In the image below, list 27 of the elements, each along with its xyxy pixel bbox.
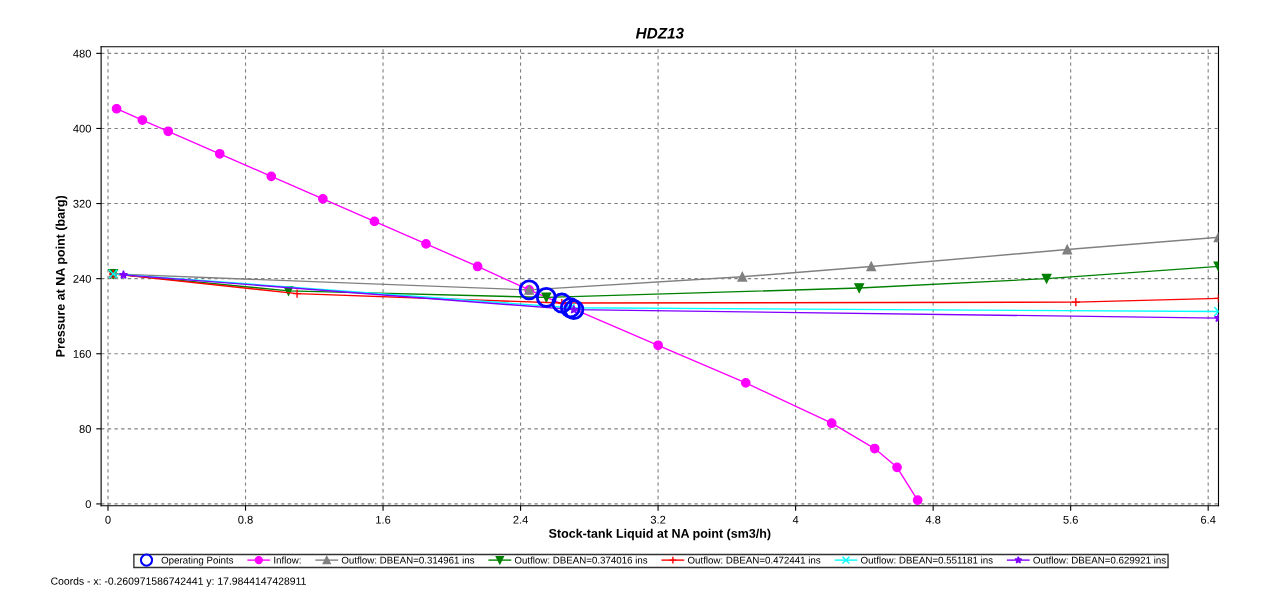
y-tick-label: 320 <box>73 199 91 208</box>
y-tick-label: 160 <box>73 350 91 358</box>
legend-label: Outflow: DBEAN=0.551181 ins <box>861 556 993 564</box>
x-tick-label: 5.6 <box>1063 515 1078 524</box>
legend-label: Inflow: <box>274 556 301 564</box>
y-tick-label: 480 <box>73 49 91 58</box>
chart-title: HDZ13 <box>635 27 684 39</box>
y-tick-label: 0 <box>85 500 91 509</box>
legend-label: Outflow: DBEAN=0.314961 ins <box>341 556 475 564</box>
x-axis-title: Stock-tank Liquid at NA point (sm3/h) <box>548 528 771 541</box>
text: Coords - x: -0.260971586742441 y: 17.9844147428911 <box>51 577 306 587</box>
x-tick-label: 6.4 <box>1201 515 1216 524</box>
y-tick-label: 240 <box>73 274 91 283</box>
x-tick-label: 0.8 <box>238 515 253 524</box>
legend-label: Outflow: DBEAN=0.374016 ins <box>514 556 648 564</box>
x-tick-label: 4.8 <box>925 515 941 524</box>
y-axis-title: Pressure at NA point (barg) <box>55 195 68 357</box>
x-tick-label: 4 <box>792 515 799 524</box>
x-tick-label: 2.4 <box>513 515 528 524</box>
y-tick-label: 400 <box>73 124 91 133</box>
x-tick-label: 3.2 <box>650 515 666 524</box>
y-tick-label: 80 <box>79 425 91 433</box>
legend-label: Operating Points <box>161 556 234 566</box>
x-tick-label: 0 <box>105 515 111 524</box>
legend-label: Outflow: DBEAN=0.472441 ins <box>687 556 821 564</box>
x-tick-label: 1.6 <box>376 515 391 524</box>
legend-label: Outflow: DBEAN=0.629921 ins <box>1033 556 1166 564</box>
